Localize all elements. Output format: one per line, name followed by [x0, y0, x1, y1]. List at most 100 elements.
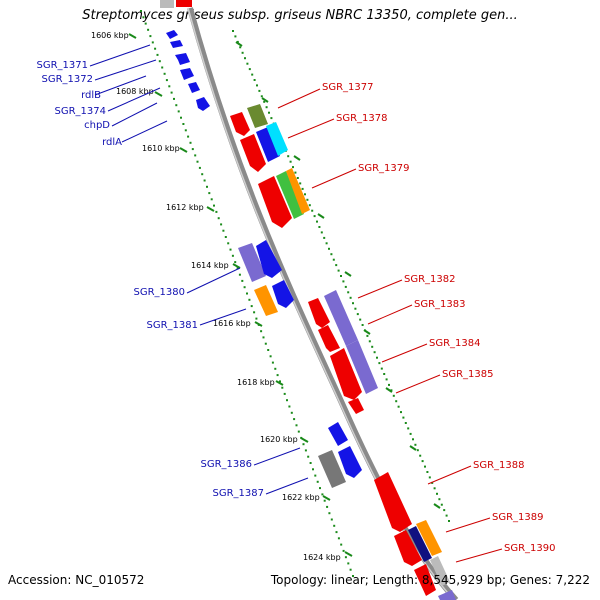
track-dot — [156, 53, 159, 56]
track-dot — [402, 416, 405, 419]
track-dot — [175, 104, 178, 107]
track-dot — [361, 324, 364, 326]
gene-arrow — [438, 590, 456, 600]
track-dot — [184, 129, 187, 132]
track-dot — [337, 269, 340, 272]
gene-arrow — [258, 176, 292, 228]
gene-arrow — [374, 472, 412, 532]
track-dot — [340, 543, 343, 546]
accession-text: Accession: NC_010572 — [8, 573, 145, 587]
gene-label-right: SGR_1383 — [414, 299, 466, 310]
track-dot — [407, 427, 410, 430]
gene-arrow — [247, 104, 268, 128]
gene-label-left: SGR_1387 — [213, 488, 265, 499]
track-dot — [158, 60, 161, 63]
gene-label-right: SGR_1378 — [336, 113, 388, 124]
gene-label-right: SGR_1388 — [473, 460, 525, 471]
topology-text: Topology: linear; Length: 8,545,929 bp; … — [270, 573, 590, 587]
track-dot — [177, 110, 180, 113]
gene-features-cluster-3[interactable] — [308, 290, 378, 414]
track-dot — [268, 111, 270, 114]
gene-arrow — [256, 240, 282, 278]
gene-features-cluster-4[interactable] — [318, 422, 362, 488]
track-dot — [270, 117, 273, 120]
track-dot — [440, 503, 443, 506]
track-dot — [325, 242, 328, 245]
gene-arrow — [324, 290, 358, 346]
track-dot — [264, 342, 267, 345]
track-dot — [260, 95, 263, 98]
track-dot — [147, 28, 150, 31]
tick-label: 1610 kbp — [142, 144, 180, 153]
track-dot — [208, 192, 211, 195]
track-dot — [267, 349, 270, 351]
track-dot — [246, 62, 249, 65]
track-dot — [243, 286, 246, 289]
gene-arrow — [238, 243, 266, 282]
track-dot — [302, 443, 305, 446]
track-dot — [312, 468, 314, 471]
gene-arrow — [188, 82, 200, 93]
tick-label: 1616 kbp — [213, 319, 251, 328]
gene-arrow — [266, 122, 288, 156]
track-dot — [248, 68, 251, 71]
track-dot — [241, 279, 244, 282]
track-dot — [297, 430, 300, 433]
track-dot — [306, 198, 309, 201]
track-dot — [283, 392, 286, 395]
tick-label: 1612 kbp — [166, 203, 204, 212]
right-label-leaders — [277, 88, 503, 563]
track-dot — [400, 411, 402, 414]
track-dot — [144, 22, 147, 25]
track-dot — [168, 85, 171, 88]
gene-arrow — [328, 422, 348, 446]
track-dot — [142, 16, 145, 19]
gene-label-left: chpD — [84, 120, 110, 131]
gene-arrow — [254, 285, 278, 316]
track-dot — [151, 41, 154, 44]
track-dot — [354, 307, 357, 310]
gene-features-cluster-2[interactable] — [238, 240, 294, 316]
track-dot — [347, 562, 350, 565]
track-dot — [438, 498, 441, 501]
track-dot — [287, 155, 290, 158]
track-dot — [308, 204, 311, 207]
gene-features-cluster-5[interactable] — [374, 472, 456, 600]
track-dot — [342, 549, 345, 552]
track-dot — [316, 220, 318, 223]
right-gene-labels: SGR_1377 SGR_1378 SGR_1379 SGR_1382 SGR_… — [322, 82, 556, 554]
gene-arrow — [276, 171, 304, 219]
track-dot — [201, 173, 204, 176]
gene-label-left: SGR_1381 — [147, 320, 199, 331]
track-dot — [349, 296, 352, 299]
gene-label-right: SGR_1389 — [492, 512, 544, 523]
track-dot — [149, 35, 152, 38]
track-dot — [222, 229, 225, 232]
track-dot — [318, 226, 321, 228]
track-dot — [424, 465, 426, 468]
track-dot — [236, 40, 239, 43]
track-dot — [248, 298, 251, 301]
track-dot — [326, 505, 329, 508]
gene-label-right: SGR_1382 — [404, 274, 456, 285]
track-dot — [392, 394, 395, 397]
gene-label-left: SGR_1372 — [42, 74, 94, 85]
track-dot — [224, 236, 227, 238]
track-dot — [165, 79, 168, 82]
track-dot — [281, 386, 284, 389]
track-dot — [390, 389, 393, 392]
track-dot — [349, 568, 352, 571]
track-dot — [180, 116, 182, 119]
track-dot — [321, 493, 324, 496]
track-dot — [210, 198, 213, 201]
gene-features-cluster-1[interactable] — [230, 104, 310, 228]
gene-arrow — [408, 526, 432, 562]
track-dot — [203, 179, 206, 182]
track-dot — [347, 291, 350, 294]
gene-features-top-left[interactable] — [166, 30, 210, 111]
track-dot — [206, 185, 208, 188]
gene-arrow — [175, 53, 190, 65]
track-dot — [316, 480, 319, 483]
track-dot — [366, 334, 369, 337]
